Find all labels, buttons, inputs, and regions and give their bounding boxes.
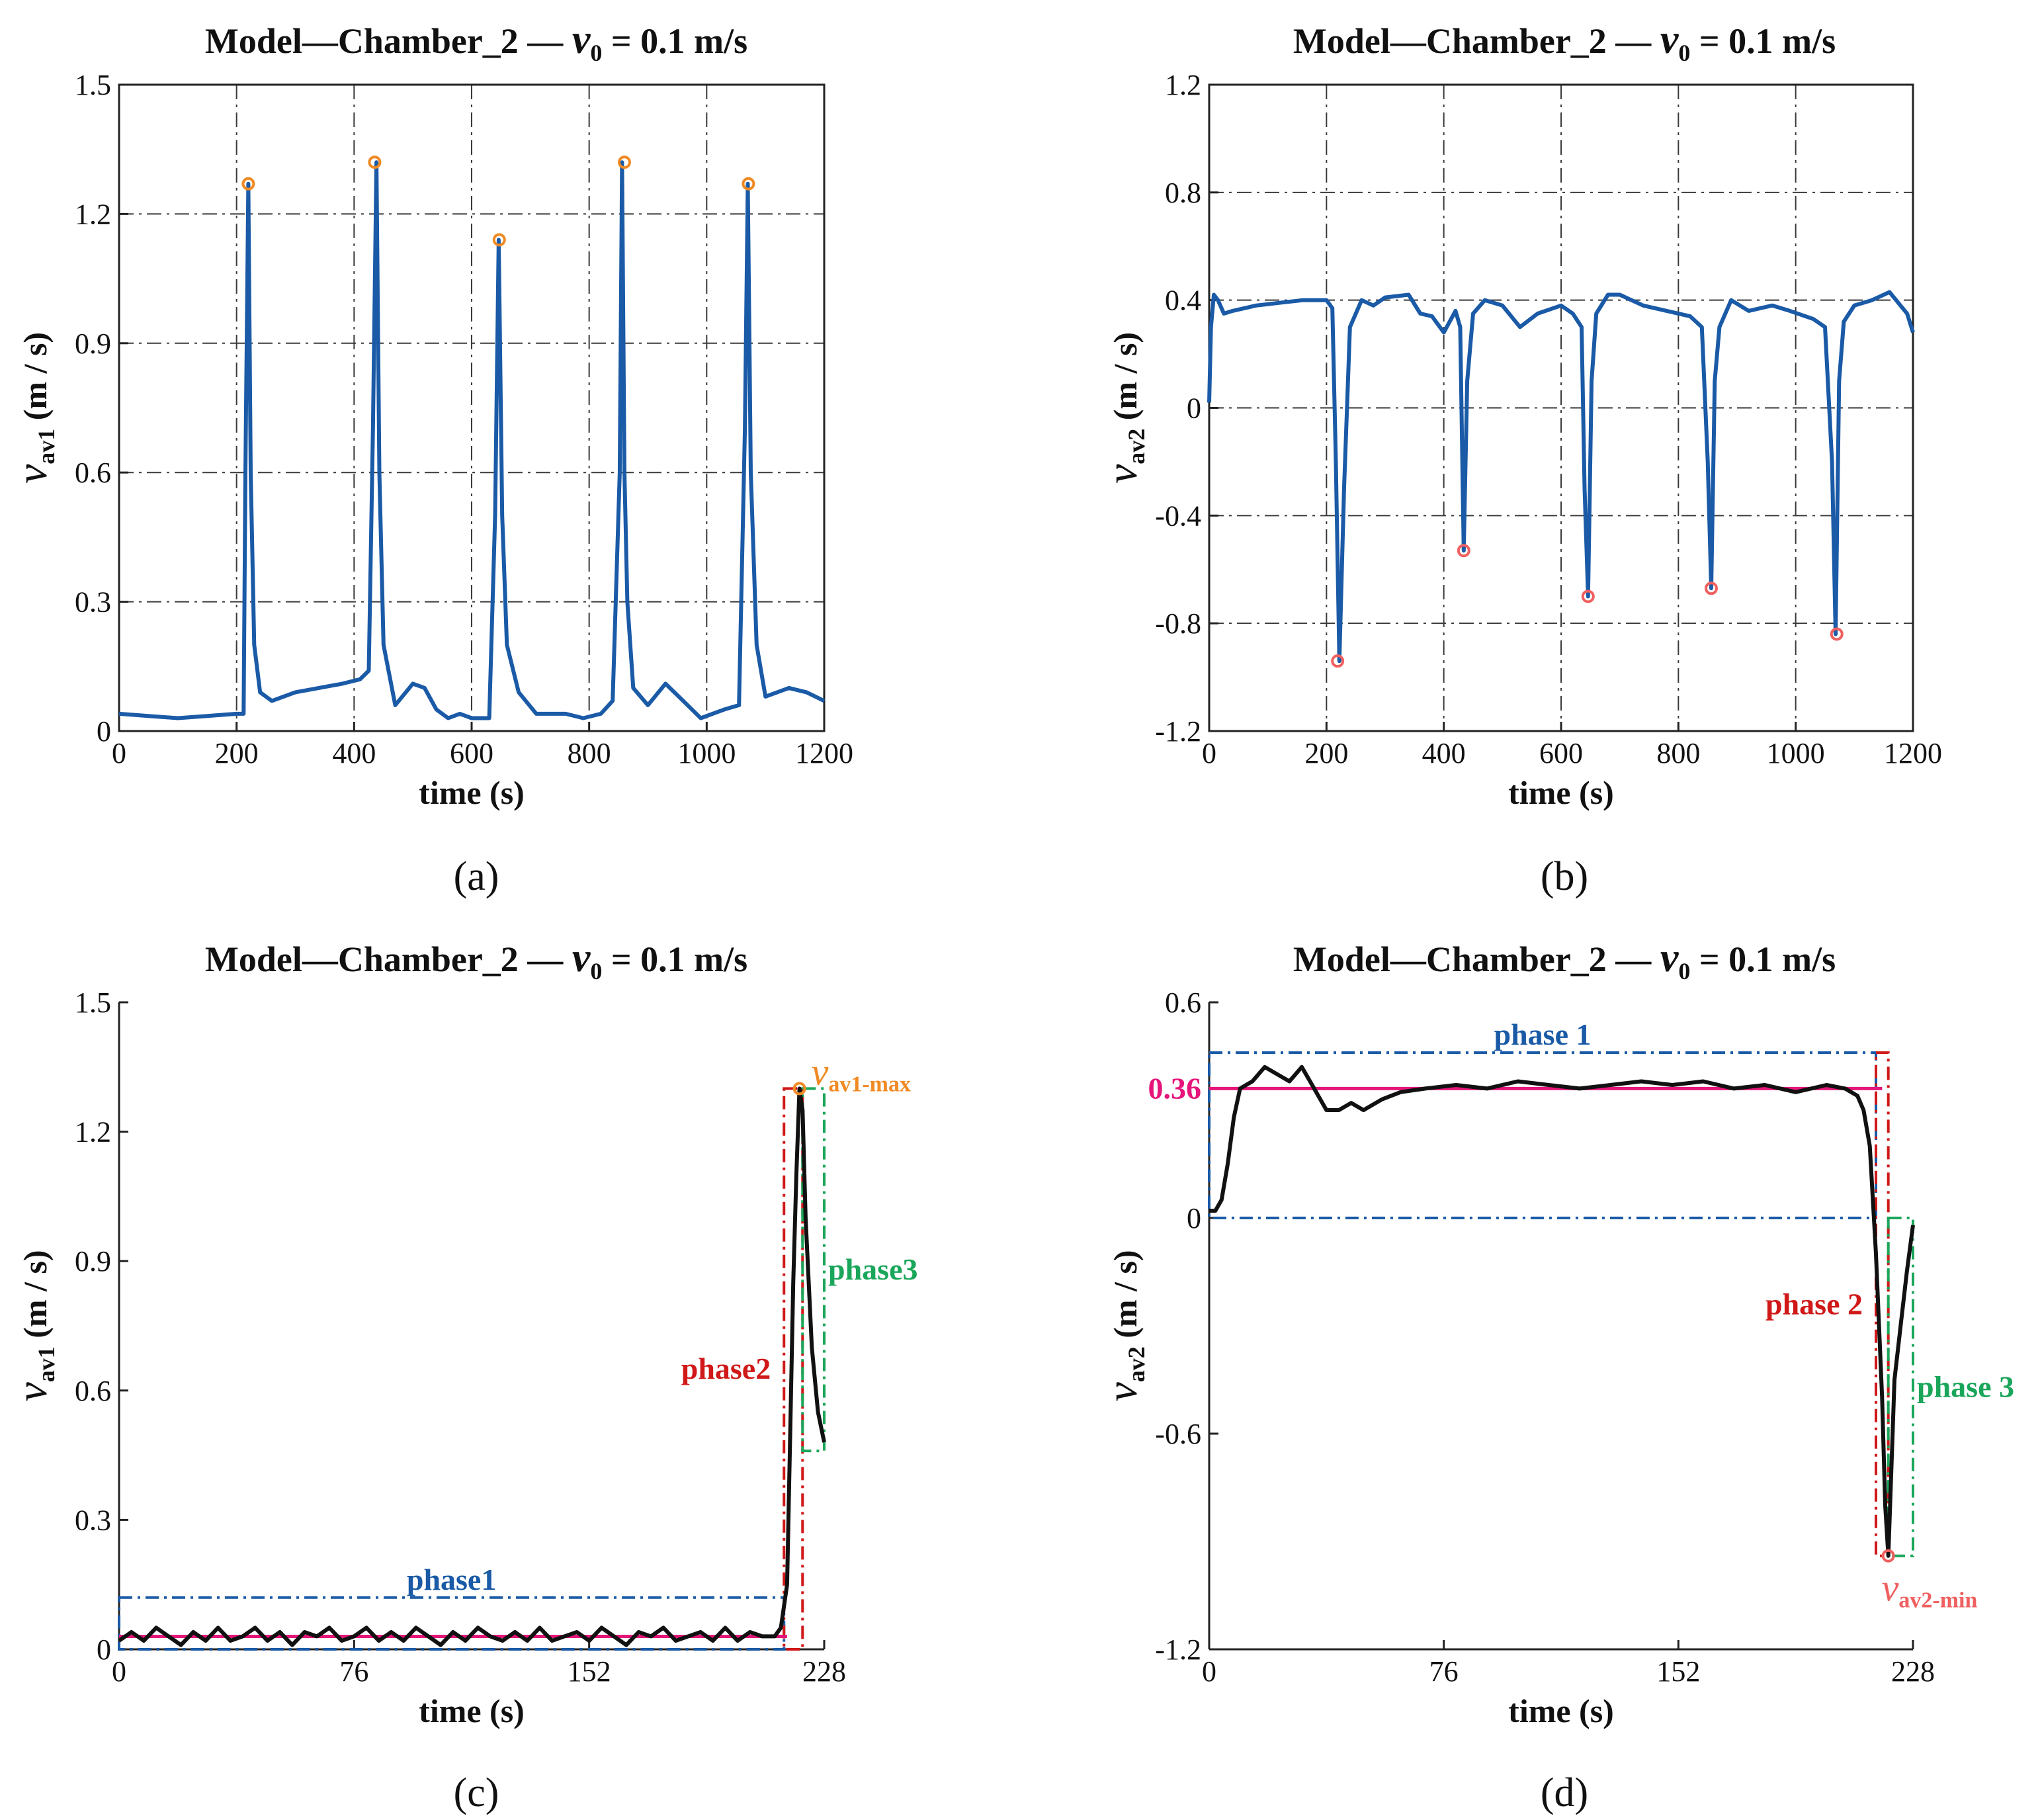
phase-label: phase2 <box>681 1352 771 1385</box>
series-line <box>1207 290 1915 664</box>
y-tick-label: -0.4 <box>1155 499 1201 532</box>
x-tick-label: 1200 <box>795 737 853 769</box>
x-tick-label: 800 <box>568 737 611 769</box>
y-tick-label: -0.8 <box>1155 607 1201 640</box>
panel-label: (d) <box>1541 1770 1588 1815</box>
y-tick-label: -1.2 <box>1155 1633 1201 1666</box>
panel-label: (a) <box>454 854 499 899</box>
x-axis-label: time (s) <box>419 1692 525 1729</box>
phase-label: phase 2 <box>1765 1287 1863 1321</box>
extremum-marker <box>1457 544 1470 558</box>
chart-panel-c: Model—Chamber_2 — v0 = 0.1 m/s 0 76 152 228 0… <box>8 935 917 1815</box>
phase-box <box>1208 1051 1877 1219</box>
y-tick-label: 1.2 <box>1165 69 1201 101</box>
phase-box <box>801 1087 826 1453</box>
y-tick-label: 1.5 <box>75 986 111 1019</box>
chart-title: Model—Chamber_2 — v0 = 0.1 m/s <box>1293 17 1836 66</box>
chart-panel-b: Model—Chamber_2 — v0 = 0.1 m/s 0 200 400 600… <box>1098 17 1942 899</box>
x-tick-label: 1000 <box>677 737 736 769</box>
x-tick-label: 400 <box>332 737 376 769</box>
x-tick-label: 600 <box>450 737 493 769</box>
x-tick-label: 1000 <box>1767 737 1825 769</box>
extremum-marker <box>1704 582 1718 595</box>
extremum-marker <box>492 233 506 247</box>
y-tick-label: 0 <box>97 715 111 748</box>
x-tick-label: 0 <box>1202 737 1216 769</box>
chart-panel-a: Model—Chamber_2 — v0 = 0.1 m/s 0 200 400 600… <box>8 17 853 899</box>
y-tick-label: 0.9 <box>75 327 111 360</box>
extremum-marker <box>617 155 631 169</box>
extremum-marker <box>368 155 382 169</box>
phase-box <box>1887 1217 1915 1557</box>
x-tick-label: 0 <box>1202 1655 1216 1688</box>
peak-label: vav1-max <box>812 1050 911 1096</box>
y-tick-label: 0.4 <box>1165 284 1201 317</box>
x-tick-label: 76 <box>1429 1655 1459 1688</box>
extremum-marker <box>1881 1549 1895 1563</box>
x-tick-label: 0 <box>112 1655 126 1688</box>
x-tick-label: 152 <box>1656 1655 1700 1688</box>
x-tick-label: 200 <box>1304 737 1348 769</box>
extremum-marker <box>792 1082 806 1096</box>
phase-label: phase1 <box>407 1563 496 1596</box>
y-axis-label: vav2 (m / s) <box>1098 332 1150 484</box>
y-tick-label: 0 <box>1187 392 1201 425</box>
x-axis-label: time (s) <box>419 774 525 811</box>
phase-label: phase 1 <box>1494 1018 1592 1051</box>
y-tick-label: 0.6 <box>75 456 111 489</box>
y-tick-label: -1.2 <box>1155 715 1201 748</box>
y-tick-label: 0 <box>1187 1202 1201 1235</box>
y-tick-label: 0.6 <box>75 1375 111 1407</box>
x-axis-label: time (s) <box>1508 1692 1614 1729</box>
x-tick-label: 0 <box>112 737 126 769</box>
y-axis-label: vav1 (m / s) <box>8 332 60 484</box>
extremum-marker <box>1331 654 1345 668</box>
chart-title: Model—Chamber_2 — v0 = 0.1 m/s <box>1293 935 1836 984</box>
panel-label: (c) <box>454 1770 499 1815</box>
x-tick-label: 228 <box>802 1655 846 1688</box>
extremum-marker <box>742 177 755 191</box>
y-tick-label: 0.3 <box>75 1504 111 1536</box>
x-tick-label: 800 <box>1656 737 1700 769</box>
y-axis-label: vav2 (m / s) <box>1098 1250 1150 1401</box>
chart-title: Model—Chamber_2 — v0 = 0.1 m/s <box>205 935 747 984</box>
x-tick-label: 600 <box>1539 737 1583 769</box>
x-tick-label: 200 <box>215 737 259 769</box>
chart-title: Model—Chamber_2 — v0 = 0.1 m/s <box>205 17 747 66</box>
phase-box <box>118 1596 786 1651</box>
series-line <box>118 160 826 720</box>
chart-panel-d: Model—Chamber_2 — v0 = 0.1 m/s 0 76 152 228 -… <box>1098 935 2014 1815</box>
panel-label: (b) <box>1541 854 1588 899</box>
x-tick-label: 400 <box>1422 737 1466 769</box>
trough-label: vav2-min <box>1882 1567 1978 1613</box>
y-tick-label: 0.9 <box>75 1245 111 1278</box>
extremum-marker <box>1830 627 1844 641</box>
x-tick-label: 76 <box>339 1655 368 1688</box>
x-tick-label: 152 <box>568 1655 611 1688</box>
series-line <box>1209 1064 1915 1558</box>
y-tick-label: 1.2 <box>75 198 111 230</box>
x-axis-label: time (s) <box>1508 774 1614 811</box>
x-tick-label: 228 <box>1891 1655 1935 1688</box>
y-tick-label: -0.6 <box>1155 1418 1201 1450</box>
series-line <box>118 1086 826 1647</box>
y-axis-label: vav1 (m / s) <box>8 1250 60 1401</box>
x-tick-label: 1200 <box>1884 737 1942 769</box>
y-tick-label: 0 <box>97 1633 111 1666</box>
y-tick-label: 0.3 <box>75 586 111 619</box>
y-tick-label: 0.6 <box>1165 986 1201 1019</box>
extremum-marker <box>241 177 255 191</box>
y-tick-label: 1.5 <box>75 69 111 101</box>
phase-label: phase3 <box>828 1252 917 1286</box>
mean-value-label: 0.36 <box>1148 1071 1202 1105</box>
extremum-marker <box>1581 589 1595 603</box>
phase-label: phase 3 <box>1917 1369 2014 1403</box>
y-tick-label: 1.2 <box>75 1116 111 1148</box>
y-tick-label: 0.8 <box>1165 177 1201 209</box>
